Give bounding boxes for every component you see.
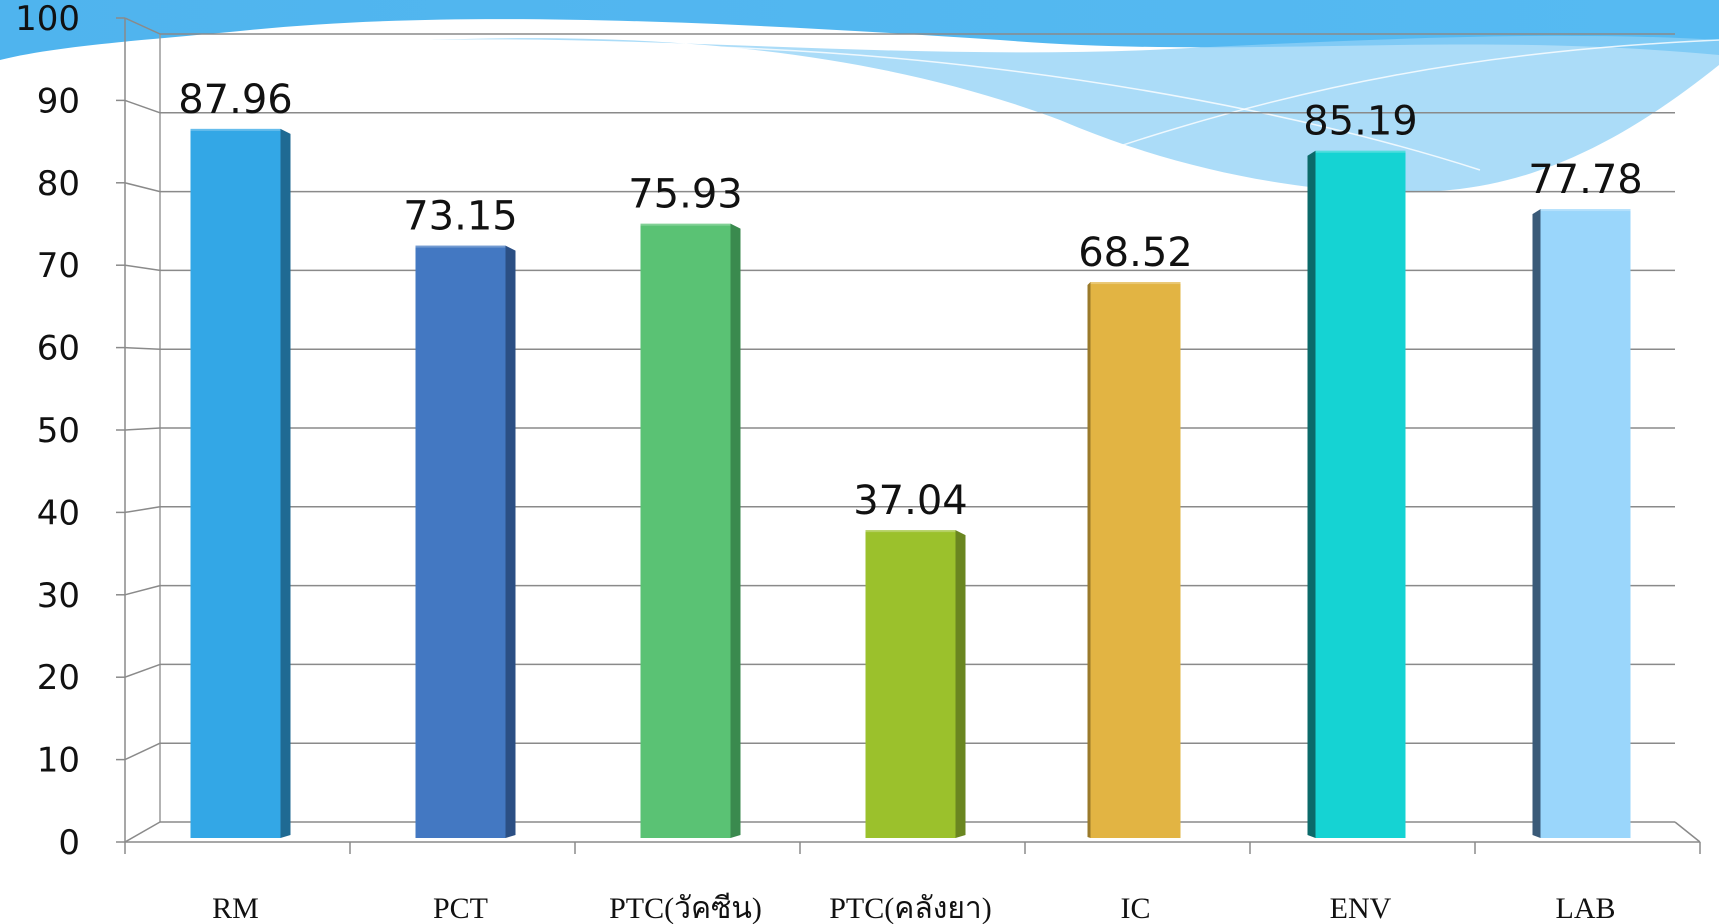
- bar-front: [1090, 282, 1181, 839]
- bar-top: [1090, 282, 1181, 285]
- data-label: 37.04: [853, 478, 968, 524]
- bar-side: [955, 530, 966, 838]
- data-label: 87.96: [178, 77, 293, 123]
- gridline-connector: [124, 506, 161, 514]
- bar-top: [640, 223, 731, 226]
- bar-side: [280, 128, 291, 839]
- x-tick-label: RM: [212, 892, 259, 924]
- y-tick-label: 40: [37, 493, 80, 533]
- y-axis: 0 10 20 30 40 50 60 70 80 90 100: [15, 0, 126, 863]
- gridline-connector: [124, 182, 161, 193]
- data-label: 77.78: [1528, 157, 1643, 203]
- x-tick-label: PTC(วัคซีน): [609, 892, 762, 924]
- bar-front: [1315, 150, 1406, 838]
- y-tick-label: 100: [15, 0, 80, 39]
- bar: [190, 128, 291, 839]
- y-tick-label: 10: [37, 741, 80, 781]
- bar-front: [1540, 209, 1631, 838]
- x-axis: RM PCT PTC(วัคซีน) PTC(คลังยา) IC ENV LAB: [124, 821, 1701, 924]
- x-tick-label: ENV: [1330, 892, 1392, 924]
- gridline-connector: [124, 264, 161, 272]
- bar-top: [1315, 150, 1406, 153]
- x-tick-label: IC: [1121, 892, 1151, 924]
- bar-side: [1087, 282, 1091, 839]
- gridline-connector: [124, 17, 161, 35]
- bar: [415, 245, 516, 838]
- y-tick-label: 50: [37, 411, 80, 451]
- y-tick-label: 70: [37, 246, 80, 286]
- data-label: 68.52: [1078, 230, 1193, 276]
- gridline-connector: [124, 99, 161, 114]
- bar-side: [730, 223, 741, 838]
- gridline-connector: [124, 584, 161, 596]
- bar-top: [190, 128, 281, 131]
- bar-front: [640, 223, 731, 838]
- bar-front: [415, 245, 506, 838]
- data-label: 85.19: [1303, 99, 1418, 145]
- y-tick-label: 80: [37, 164, 80, 204]
- bar-side: [1532, 209, 1541, 838]
- y-tick-label: 90: [37, 81, 80, 121]
- gridline-connector: [124, 821, 161, 843]
- bar-top: [415, 245, 506, 248]
- gridline-connector: [124, 346, 161, 350]
- bar: [640, 223, 741, 838]
- bar-side: [1307, 150, 1316, 838]
- bar: [865, 530, 966, 838]
- bar: [1307, 150, 1406, 838]
- gridlines: [124, 17, 1675, 843]
- y-tick-label: 30: [37, 576, 80, 616]
- bar-top: [865, 530, 956, 533]
- data-label: 75.93: [628, 172, 743, 218]
- x-tick-label: PCT: [433, 892, 488, 924]
- gridline-connector: [124, 742, 161, 761]
- bar-top: [1540, 209, 1631, 212]
- bar-side: [505, 245, 516, 838]
- x-tick-label: LAB: [1556, 892, 1616, 924]
- y-tick-label: 0: [58, 823, 80, 863]
- bar: [1532, 209, 1631, 838]
- data-labels: 87.96 73.15 75.93 37.04 68.52 85.19 77.78: [178, 77, 1643, 524]
- bar: [1087, 282, 1181, 839]
- y-tick-label: 20: [37, 658, 80, 698]
- bars: [190, 128, 1631, 839]
- bar-front: [865, 530, 956, 838]
- x-tick-label: PTC(คลังยา): [829, 892, 992, 924]
- floor-edge: [1674, 821, 1701, 843]
- bar-front: [190, 128, 281, 839]
- y-tick-label: 60: [37, 329, 80, 369]
- gridline-connector: [124, 663, 161, 678]
- data-label: 73.15: [403, 194, 518, 240]
- gridline-connector: [124, 427, 161, 431]
